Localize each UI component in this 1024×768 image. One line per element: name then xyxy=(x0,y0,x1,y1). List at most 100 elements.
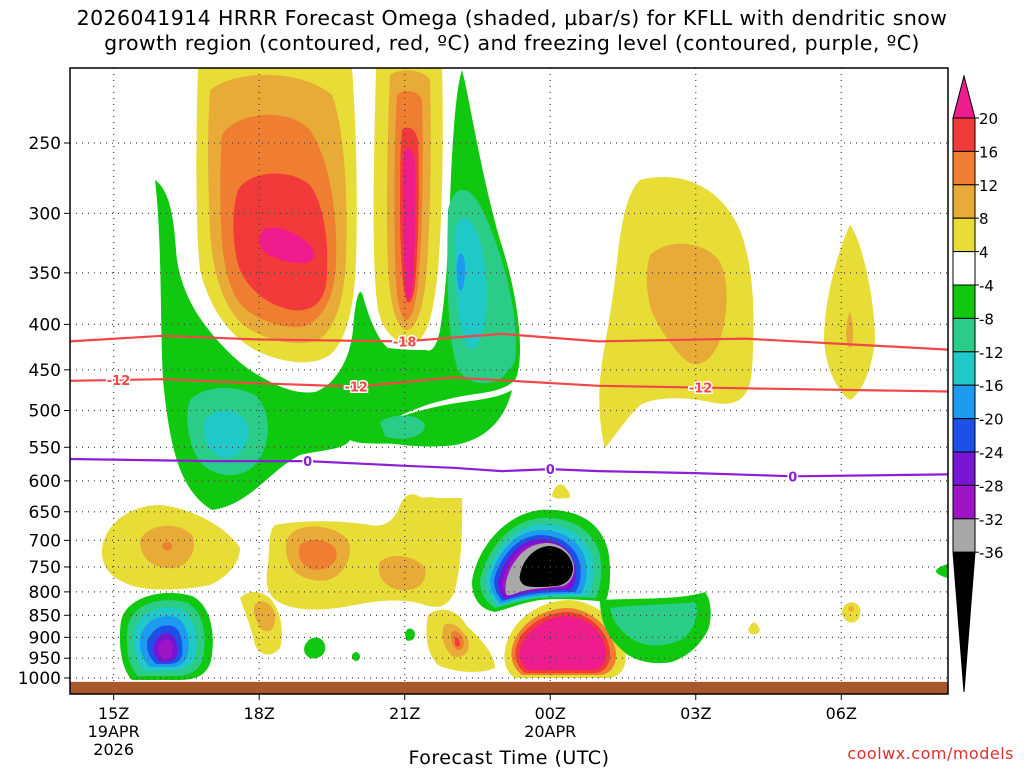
x-tick-date-label: 19APR xyxy=(88,722,140,741)
y-tick-label: 450 xyxy=(29,361,61,381)
contour-label: -12 xyxy=(344,381,368,396)
omega-region-yellow-blob-00z xyxy=(552,484,571,499)
omega-shading xyxy=(101,68,948,680)
y-tick-label: 350 xyxy=(29,264,61,284)
omega-region-gold-03z xyxy=(646,243,727,365)
colorbar-swatch xyxy=(952,117,976,152)
x-tick-label: 03Z xyxy=(680,704,711,723)
y-tick-label: 950 xyxy=(29,649,61,669)
colorbar-swatch xyxy=(952,351,976,386)
chart-title-line1: 2026041914 HRRR Forecast Omega (shaded, … xyxy=(76,6,948,30)
colorbar-swatch xyxy=(952,484,976,520)
ground-surface xyxy=(70,681,948,694)
y-tick-label: 250 xyxy=(29,134,61,154)
contour-label: -12 xyxy=(689,382,713,397)
omega-region-green-right-edge xyxy=(935,564,948,578)
omega-region-green-blob-21z xyxy=(405,628,415,641)
contour-label: 0 xyxy=(546,463,555,478)
omega-region-gold-06z xyxy=(846,312,854,348)
colorbar-label: 20 xyxy=(979,110,998,128)
plot-frame xyxy=(69,67,949,695)
y-tick-label: 500 xyxy=(29,402,61,422)
x-tick-year-label: 2026 xyxy=(93,740,134,759)
x-tick-label: 06Z xyxy=(826,704,857,723)
colorbar-top-arrow xyxy=(952,74,976,119)
x-tick-label: 15Z xyxy=(98,704,129,723)
colorbar-label: -36 xyxy=(979,544,1004,562)
colorbar-label: 12 xyxy=(979,177,998,195)
omega-region-green-blob-22z xyxy=(352,652,360,661)
y-tick-label: 550 xyxy=(29,438,61,458)
omega-region-purple-16z-low xyxy=(158,639,173,659)
omega-region-magenta-18z xyxy=(259,227,315,264)
colorbar-label: 4 xyxy=(979,244,989,262)
omega-region-teal-03z-low xyxy=(610,602,697,646)
y-tick-label: 800 xyxy=(29,583,61,603)
contour-line xyxy=(70,376,948,393)
colorbar-label: -28 xyxy=(979,477,1004,495)
colorbar-label: 8 xyxy=(979,210,989,228)
contour-label: 0 xyxy=(303,455,312,470)
colorbar-bottom-arrow xyxy=(952,551,976,693)
colorbar-label: 16 xyxy=(979,143,998,161)
y-tick-label: 900 xyxy=(29,628,61,648)
y-tick-label: 750 xyxy=(29,558,61,578)
contour-label: -18 xyxy=(393,335,417,350)
x-tick-label: 21Z xyxy=(389,704,420,723)
colorbar-swatch xyxy=(952,451,976,486)
x-tick-label: 18Z xyxy=(244,704,275,723)
colorbar-label: -16 xyxy=(979,377,1004,395)
chart-title: 2026041914 HRRR Forecast Omega (shaded, … xyxy=(0,6,1024,56)
omega-region-teal-small xyxy=(380,415,425,439)
colorbar-swatch xyxy=(952,284,976,319)
colorbar-label: -12 xyxy=(979,344,1004,362)
colorbar-label: -32 xyxy=(979,511,1004,529)
y-tick-label: 850 xyxy=(29,606,61,626)
omega-region-black-00z xyxy=(519,546,573,587)
x-axis-label: Forecast Time (UTC) xyxy=(409,747,610,768)
contour-label: -12 xyxy=(107,374,131,389)
y-tick-label: 1000 xyxy=(18,669,61,689)
omega-region-orange-low-mid xyxy=(298,539,337,570)
y-axis: 2503003504004505005506006507007508008509… xyxy=(18,134,70,689)
x-tick-date-label: 20APR xyxy=(524,722,576,741)
contour-line xyxy=(70,457,948,478)
colorbar-label: -8 xyxy=(979,310,994,328)
colorbar-swatch xyxy=(952,150,976,186)
y-tick-label: 700 xyxy=(29,531,61,551)
colorbar-swatch xyxy=(952,251,976,286)
omega-region-gold-blob-06z xyxy=(848,606,854,612)
watermark: coolwx.com/models xyxy=(847,744,1014,763)
colorbar-swatch xyxy=(952,384,976,420)
chart-title-line2: growth region (contoured, red, ºC) and f… xyxy=(104,31,920,55)
omega-region-red-low-right-of-21z xyxy=(455,637,460,647)
omega-region-yellow-blob-06z xyxy=(841,602,861,623)
colorbar-swatch xyxy=(952,317,976,353)
colorbar-swatch xyxy=(952,418,976,453)
colorbar-swatch xyxy=(952,518,976,553)
omega-region-magenta-00z-low xyxy=(519,616,606,670)
omega-region-yellow-blob-04z xyxy=(748,622,760,635)
y-tick-label: 600 xyxy=(29,472,61,492)
omega-region-gold-low-mid-b xyxy=(378,556,426,591)
omega-region-blue-upper xyxy=(456,253,466,291)
temperature-contours: -18 -12 -12 -12 0 0 0 xyxy=(70,332,948,487)
y-tick-label: 300 xyxy=(29,204,61,224)
omega-region-cyan-left xyxy=(203,410,249,458)
omega-region-cyan-upper xyxy=(454,217,487,350)
omega-region-green-blob-19z xyxy=(304,637,326,659)
colorbar-swatch xyxy=(952,217,976,253)
y-tick-label: 650 xyxy=(29,503,61,523)
colorbar-label: -4 xyxy=(979,277,994,295)
omega-region-yellow-06z xyxy=(824,225,875,400)
colorbar-label: -24 xyxy=(979,444,1004,462)
colorbar-swatch xyxy=(952,184,976,219)
y-tick-label: 400 xyxy=(29,315,61,335)
contour-line xyxy=(70,332,948,351)
omega-region-orange-low-left xyxy=(162,541,172,551)
x-tick-label: 00Z xyxy=(535,704,566,723)
omega-region-magenta-21z xyxy=(403,148,416,300)
colorbar-label: -20 xyxy=(979,411,1004,429)
